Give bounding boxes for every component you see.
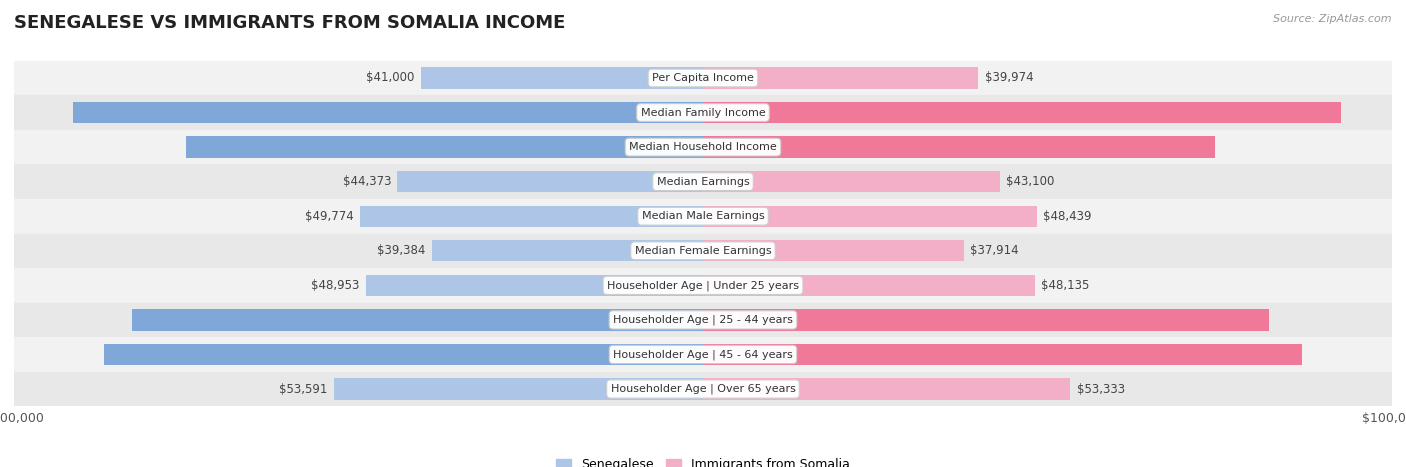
Bar <box>432 240 703 262</box>
Text: $74,999: $74,999 <box>637 141 690 154</box>
Text: Source: ZipAtlas.com: Source: ZipAtlas.com <box>1274 14 1392 24</box>
Bar <box>14 268 1392 303</box>
Text: $37,914: $37,914 <box>970 244 1019 257</box>
Legend: Senegalese, Immigrants from Somalia: Senegalese, Immigrants from Somalia <box>551 453 855 467</box>
Bar <box>703 240 965 262</box>
Text: Householder Age | 25 - 44 years: Householder Age | 25 - 44 years <box>613 315 793 325</box>
Bar <box>14 130 1392 164</box>
Text: $44,373: $44,373 <box>343 175 391 188</box>
Bar <box>703 344 1302 365</box>
Bar <box>73 102 703 123</box>
Bar <box>703 378 1070 400</box>
Bar <box>703 136 1215 158</box>
Bar <box>703 205 1036 227</box>
Text: $39,974: $39,974 <box>984 71 1033 85</box>
Text: $74,300: $74,300 <box>716 141 769 154</box>
Text: $82,188: $82,188 <box>716 313 769 326</box>
Text: $49,774: $49,774 <box>305 210 354 223</box>
Text: $86,987: $86,987 <box>716 348 769 361</box>
Bar <box>132 309 703 331</box>
Text: $43,100: $43,100 <box>1007 175 1054 188</box>
Bar <box>420 67 703 89</box>
Text: $53,591: $53,591 <box>280 382 328 396</box>
Text: $86,897: $86,897 <box>637 348 690 361</box>
Bar <box>14 95 1392 130</box>
Text: Median Male Earnings: Median Male Earnings <box>641 211 765 221</box>
Text: $53,333: $53,333 <box>1077 382 1125 396</box>
Bar <box>104 344 703 365</box>
Text: Householder Age | 45 - 64 years: Householder Age | 45 - 64 years <box>613 349 793 360</box>
Text: Median Female Earnings: Median Female Earnings <box>634 246 772 256</box>
Text: $48,439: $48,439 <box>1043 210 1091 223</box>
Bar <box>398 171 703 192</box>
Text: $92,609: $92,609 <box>716 106 769 119</box>
Bar <box>360 205 703 227</box>
Bar <box>703 67 979 89</box>
Bar <box>14 199 1392 234</box>
Bar <box>14 372 1392 406</box>
Text: Median Earnings: Median Earnings <box>657 177 749 187</box>
Text: Median Family Income: Median Family Income <box>641 107 765 118</box>
Bar <box>703 275 1035 296</box>
Bar <box>703 171 1000 192</box>
Text: $82,852: $82,852 <box>637 313 690 326</box>
Bar <box>14 164 1392 199</box>
Text: $48,135: $48,135 <box>1040 279 1090 292</box>
Text: $39,384: $39,384 <box>377 244 426 257</box>
Bar <box>333 378 703 400</box>
Bar <box>14 303 1392 337</box>
Text: $48,953: $48,953 <box>311 279 360 292</box>
Text: SENEGALESE VS IMMIGRANTS FROM SOMALIA INCOME: SENEGALESE VS IMMIGRANTS FROM SOMALIA IN… <box>14 14 565 32</box>
Bar <box>703 102 1341 123</box>
Text: $41,000: $41,000 <box>366 71 415 85</box>
Text: Median Household Income: Median Household Income <box>628 142 778 152</box>
Text: $91,475: $91,475 <box>637 106 690 119</box>
Bar <box>14 61 1392 95</box>
Bar <box>187 136 703 158</box>
Text: Householder Age | Over 65 years: Householder Age | Over 65 years <box>610 384 796 394</box>
Bar <box>14 337 1392 372</box>
Text: Householder Age | Under 25 years: Householder Age | Under 25 years <box>607 280 799 290</box>
Bar <box>366 275 703 296</box>
Bar <box>14 234 1392 268</box>
Bar <box>703 309 1270 331</box>
Text: Per Capita Income: Per Capita Income <box>652 73 754 83</box>
